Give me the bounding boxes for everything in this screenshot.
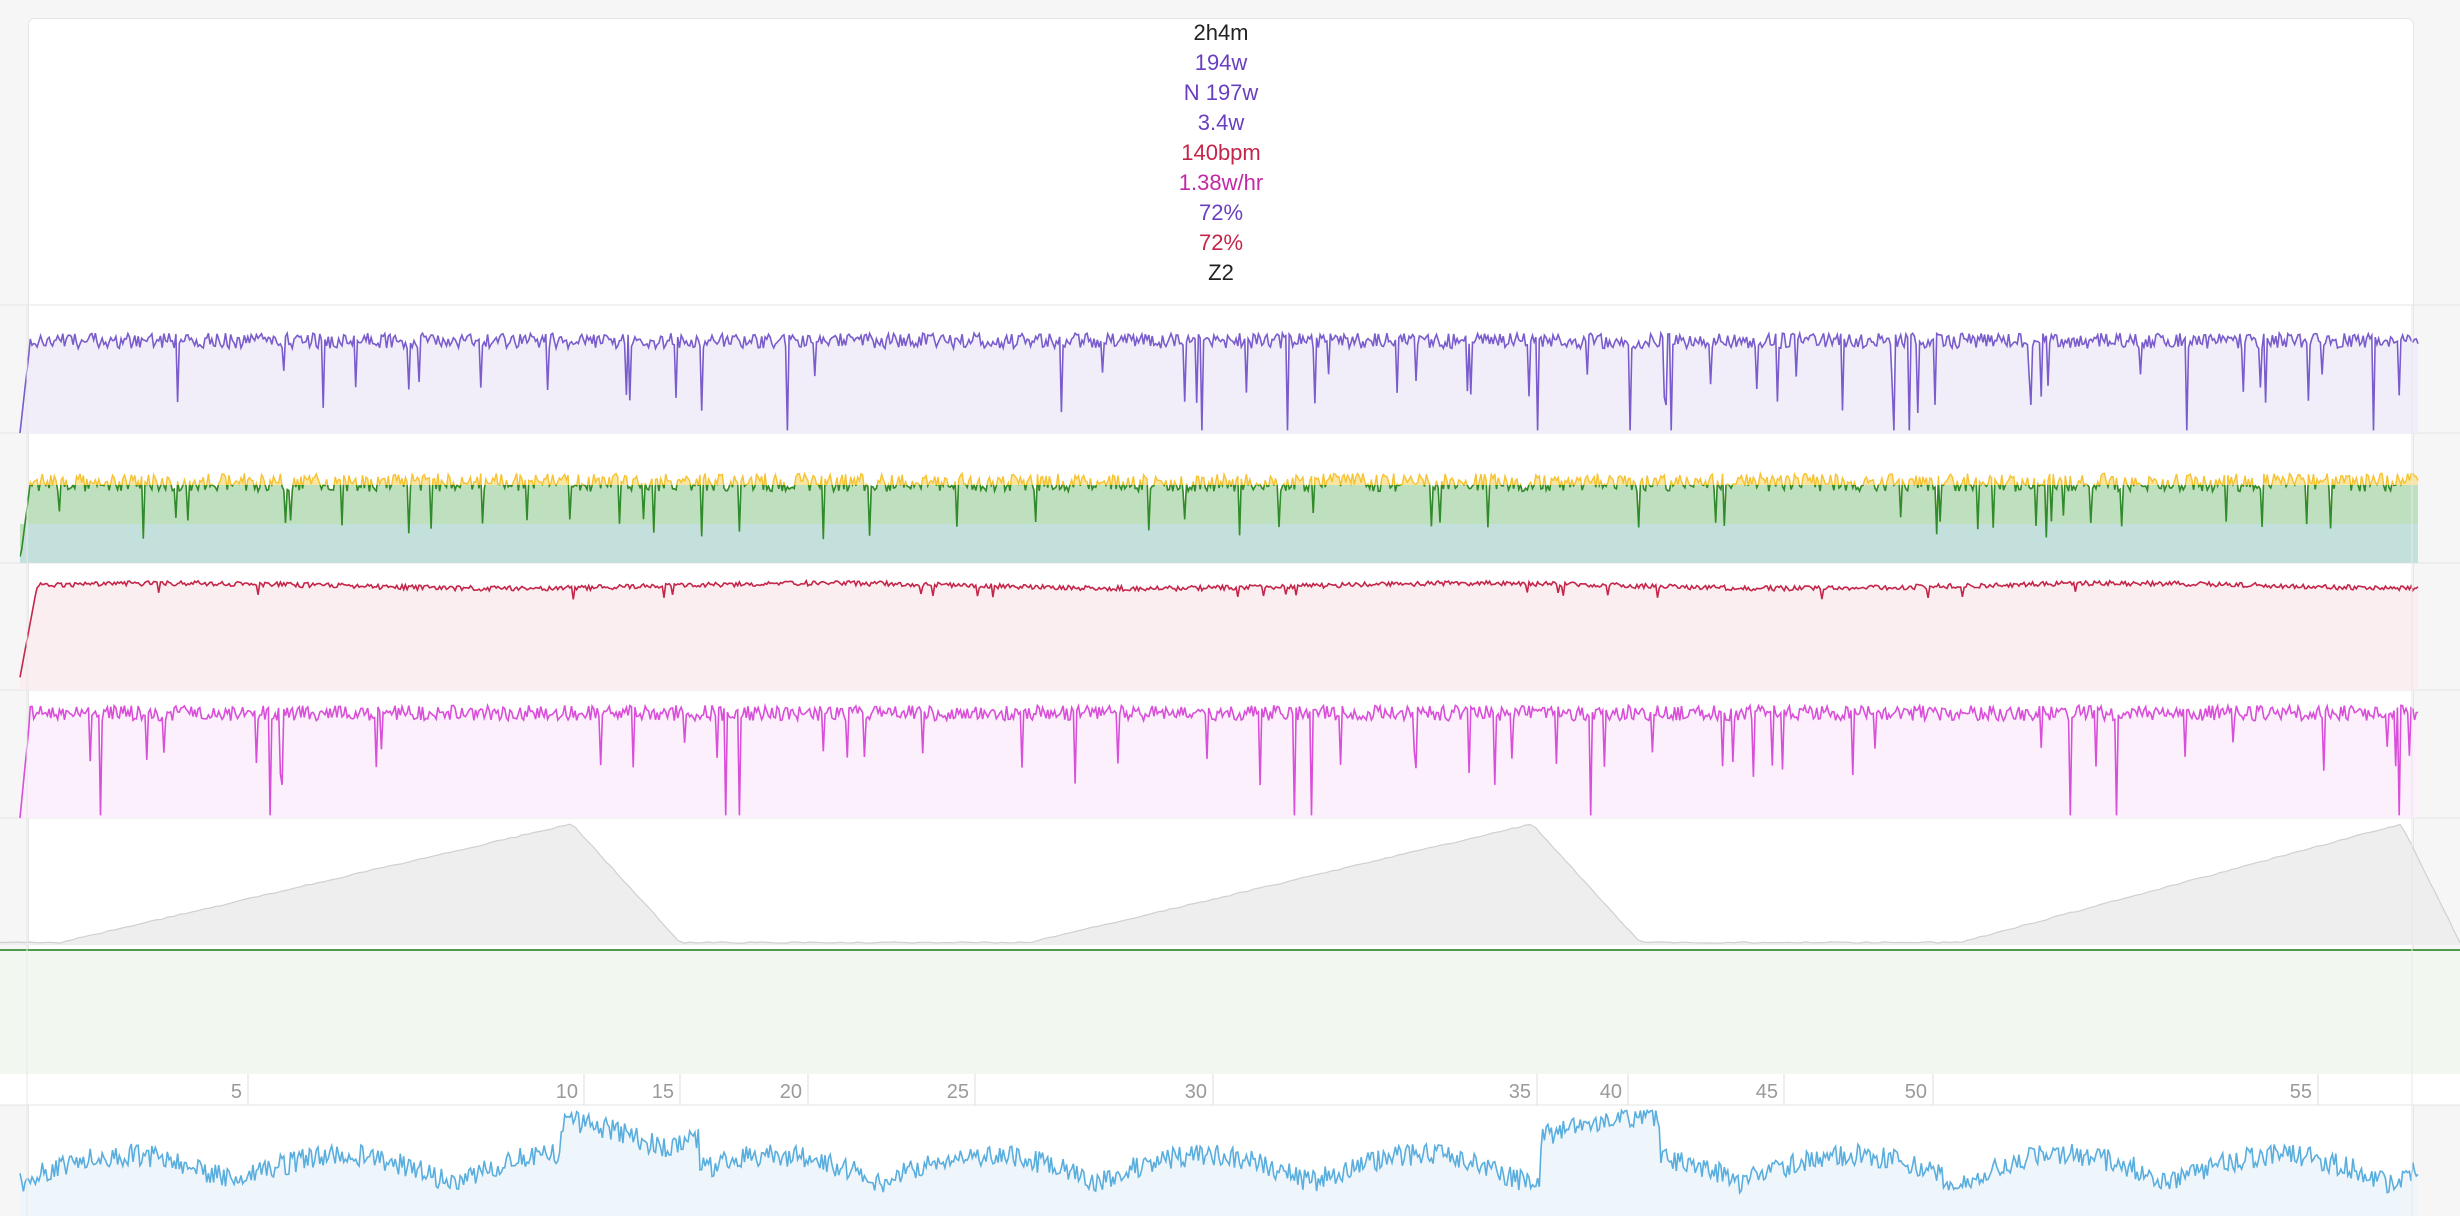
x-tick-label: 55 [2290, 1081, 2312, 1103]
series-line [19, 330, 2419, 434]
balance-base [20, 524, 2418, 563]
flat-area [0, 950, 2460, 1074]
x-tick-label: 45 [1756, 1081, 1778, 1103]
x-tick-label: 30 [1185, 1081, 1207, 1103]
x-tick-label: 20 [780, 1081, 802, 1103]
balance-low-area [20, 485, 2418, 557]
series-line [19, 1108, 2419, 1196]
stat-drift: 1.38w/hr [1178, 170, 1264, 195]
x-tick-label: 35 [1509, 1081, 1531, 1103]
series-area [20, 580, 2418, 690]
series-area [20, 333, 2418, 433]
stat-avg-power: 194w [1194, 50, 1248, 75]
x-tick-label: 50 [1905, 1081, 1927, 1103]
stat-zone: Z2 [1208, 260, 1234, 285]
series-line [19, 702, 2419, 819]
stat-norm-power: N 197w [1183, 80, 1259, 105]
panel-bottom [19, 1108, 2419, 1216]
x-tick-label: 25 [947, 1081, 969, 1103]
altitude-area [0, 824, 2460, 945]
stat-pct-hr: 72% [1198, 230, 1244, 255]
x-tick-label: 5 [231, 1081, 242, 1103]
x-tick-label: 15 [652, 1081, 674, 1103]
series-line [19, 578, 2419, 678]
stat-duration: 2h4m [1193, 20, 1249, 45]
panel-heart-rate [19, 578, 2419, 690]
stat-heart-rate: 140bpm [1181, 140, 1261, 165]
panel-cadence [19, 702, 2419, 819]
series-area [20, 705, 2418, 818]
x-tick-label: 10 [556, 1081, 578, 1103]
x-tick-label: 40 [1600, 1081, 1622, 1103]
x-axis-band [0, 1074, 2460, 1105]
stat-pct-power: 72% [1198, 200, 1244, 225]
panel-flat [0, 949, 2460, 1074]
panel-altitude [0, 823, 2460, 945]
panel-power [19, 330, 2419, 434]
series-area [20, 1110, 2418, 1216]
stats-summary: 2h4m 194w N 197w 3.4w 140bpm 1.38w/hr 72… [0, 18, 2442, 288]
stat-power-delta: 3.4w [1197, 110, 1245, 135]
balance-line [20, 485, 2402, 557]
panel-power-balance [19, 470, 2419, 563]
altitude-line [0, 823, 2460, 944]
